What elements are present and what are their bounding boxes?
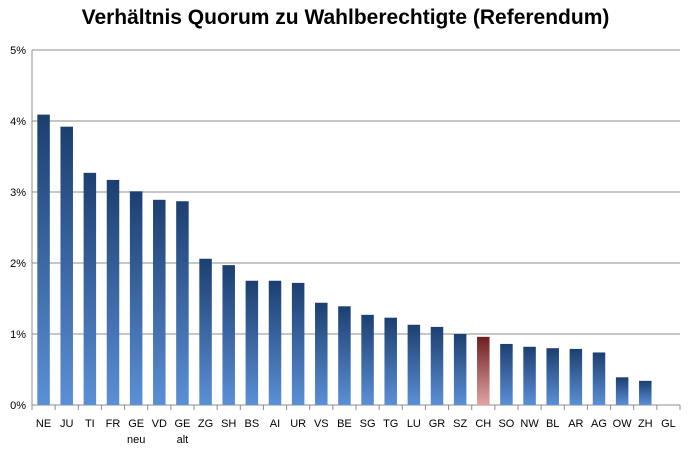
bar-vs bbox=[315, 302, 328, 405]
bars bbox=[37, 114, 652, 406]
x-tick-label: SO bbox=[498, 418, 514, 430]
bar-fr bbox=[106, 179, 120, 405]
x-tick-label: SG bbox=[360, 418, 376, 430]
x-tick-label-line: SG bbox=[360, 418, 376, 430]
x-tick-label-line: BS bbox=[245, 418, 260, 430]
x-tick-label-line: NW bbox=[520, 418, 539, 430]
x-tick-label: NE bbox=[36, 418, 51, 430]
x-tick-label: VD bbox=[152, 418, 167, 430]
x-tick-label-line: AI bbox=[270, 418, 280, 430]
bar-sg bbox=[361, 314, 374, 405]
x-tick-label: NW bbox=[520, 418, 539, 430]
x-tick-label-line: AR bbox=[568, 418, 583, 430]
bar-gr bbox=[430, 326, 444, 405]
y-tick-label: 5% bbox=[10, 45, 26, 57]
x-tick-label: LU bbox=[407, 418, 421, 430]
y-tick-label: 3% bbox=[10, 187, 26, 199]
x-tick-label: BL bbox=[546, 418, 559, 430]
bar-so bbox=[500, 343, 513, 405]
y-tick-label: 1% bbox=[10, 329, 26, 341]
x-tick-label: SH bbox=[221, 418, 236, 430]
x-tick-label: GL bbox=[661, 418, 676, 430]
x-tick-label-line: GE bbox=[174, 418, 190, 430]
y-axis-ticks: 0% 1% 2% 3% 4% 5% bbox=[10, 45, 26, 412]
x-tick-label-line: UR bbox=[290, 418, 306, 430]
bar-ge-neu bbox=[129, 191, 143, 405]
x-tick-label-line: BE bbox=[337, 418, 352, 430]
x-tick-label-line: VS bbox=[314, 418, 329, 430]
gridlines bbox=[31, 49, 681, 410]
bar-ow bbox=[615, 377, 629, 405]
x-axis-labels: NE JU TI FR GE neu VD GE alt ZG SH BS AI UR VS BE SG TG LU… bbox=[36, 418, 676, 446]
x-tick-label: TI bbox=[85, 418, 95, 430]
bar-ur bbox=[291, 282, 305, 405]
x-tick-label-line: ZG bbox=[198, 418, 213, 430]
x-tick-label-line: alt bbox=[177, 434, 189, 446]
x-tick-label-line: GL bbox=[661, 418, 676, 430]
x-tick-label: SZ bbox=[453, 418, 467, 430]
x-tick-label-line: AG bbox=[591, 418, 607, 430]
x-tick-label-line: TG bbox=[383, 418, 398, 430]
x-tick-label: TG bbox=[383, 418, 398, 430]
bar-ne bbox=[37, 114, 50, 406]
bar-ai bbox=[268, 280, 282, 405]
x-tick-label-line: LU bbox=[407, 418, 421, 430]
bar-zg bbox=[199, 258, 212, 405]
x-tick-label: BS bbox=[245, 418, 260, 430]
x-tick-label-line: CH bbox=[475, 418, 491, 430]
x-tick-label-line: ZH bbox=[638, 418, 653, 430]
x-tick-label-line: VD bbox=[152, 418, 167, 430]
bar-bs bbox=[245, 280, 259, 405]
x-tick-label: GR bbox=[429, 418, 446, 430]
bar-vd bbox=[153, 199, 166, 405]
x-tick-label: VS bbox=[314, 418, 329, 430]
y-tick-label: 2% bbox=[10, 258, 26, 270]
bar-lu bbox=[407, 324, 421, 405]
x-tick-label: ZH bbox=[638, 418, 653, 430]
x-tick-label: GE neu bbox=[127, 418, 145, 446]
bar-bl bbox=[546, 348, 559, 405]
bar-ti bbox=[83, 172, 97, 405]
x-tick-label-line: FR bbox=[106, 418, 121, 430]
bar-ag bbox=[592, 352, 606, 405]
x-tick-label: JU bbox=[60, 418, 74, 430]
bar-ar bbox=[569, 348, 583, 405]
bar-tg bbox=[384, 317, 397, 405]
bar-sh bbox=[222, 265, 235, 405]
chart-title: Verhältnis Quorum zu Wahlberechtigte (Re… bbox=[81, 6, 610, 29]
bar-ju bbox=[60, 126, 73, 406]
x-tick-label-line: SH bbox=[221, 418, 236, 430]
bar-ch bbox=[477, 336, 490, 405]
x-tick-label-line: SZ bbox=[453, 418, 467, 430]
x-tick-label-line: JU bbox=[60, 418, 74, 430]
x-tick-label: GE alt bbox=[174, 418, 190, 446]
x-tick-label-line: OW bbox=[613, 418, 633, 430]
x-tick-label-line: GE bbox=[128, 418, 144, 430]
x-tick-label: CH bbox=[475, 418, 491, 430]
x-tick-label: OW bbox=[613, 418, 633, 430]
bar-zh bbox=[639, 380, 652, 405]
y-tick-label: 0% bbox=[10, 400, 26, 412]
bar-nw bbox=[523, 346, 536, 405]
x-tick-label: AI bbox=[270, 418, 280, 430]
x-tick-label-line: SO bbox=[498, 418, 514, 430]
x-tick-label: AG bbox=[591, 418, 607, 430]
x-tick-label: BE bbox=[337, 418, 352, 430]
x-tick-label-line: neu bbox=[127, 434, 145, 446]
bar-be bbox=[338, 306, 351, 405]
x-tick-label-line: NE bbox=[36, 418, 51, 430]
x-tick-label: ZG bbox=[198, 418, 213, 430]
x-tick-label-line: TI bbox=[85, 418, 95, 430]
x-tick-label: AR bbox=[568, 418, 583, 430]
bar-sz bbox=[453, 334, 467, 405]
x-tick-label-line: GR bbox=[429, 418, 446, 430]
y-tick-label: 4% bbox=[10, 116, 26, 128]
x-tick-label-line: BL bbox=[546, 418, 559, 430]
x-tick-label: UR bbox=[290, 418, 306, 430]
bar-ge-alt bbox=[176, 201, 189, 405]
x-tick-label: FR bbox=[106, 418, 121, 430]
